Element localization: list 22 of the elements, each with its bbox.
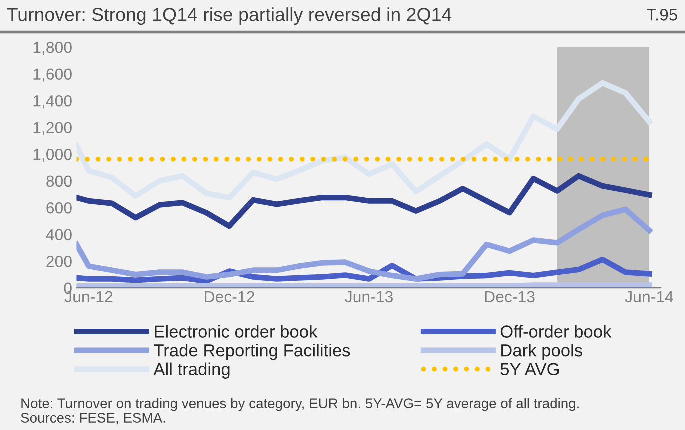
x-tick-label: Jun-14 — [625, 291, 674, 303]
legend-label: Off-order book — [500, 325, 612, 338]
y-tick-label: 800 — [46, 176, 72, 188]
y-tick-label: 1,800 — [34, 42, 72, 56]
y-tick-label: 600 — [46, 202, 72, 214]
y-tick-label: 200 — [46, 256, 72, 268]
text: Note: Turnover on trading venues by category, EUR bn. 5Y-AVG= 5Y average of all trading. Sources: FESE, ESMA. — [21, 398, 579, 425]
y-tick-label: 400 — [46, 229, 72, 241]
legend-label: All trading — [154, 362, 230, 379]
legend-label: Trade Reporting Facilities — [154, 344, 350, 360]
y-tick-label: 1,400 — [34, 95, 72, 109]
text: T.95 — [647, 9, 678, 21]
chart-title: Turnover: Strong 1Q14 rise partially reversed in 2Q14 — [7, 8, 452, 26]
y-tick-label: 1,000 — [34, 148, 72, 162]
x-tick-label: Jun-13 — [345, 291, 393, 303]
legend-label: Electronic order book — [155, 325, 318, 338]
y-tick-label: 1,600 — [34, 68, 72, 82]
x-tick-label: Dec-13 — [485, 291, 535, 303]
x-tick-label: Dec-12 — [205, 291, 254, 303]
y-tick-label: 1,200 — [34, 122, 72, 136]
legend-label: Dark pools — [502, 344, 582, 360]
legend-label: 5Y AVG — [500, 363, 559, 376]
